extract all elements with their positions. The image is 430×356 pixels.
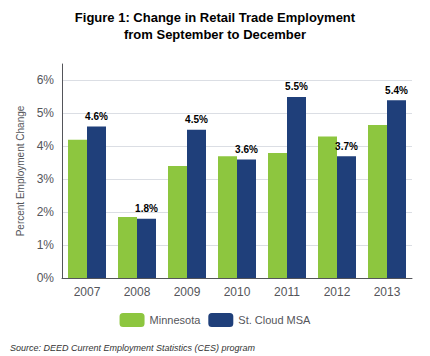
svg-text:2009: 2009	[174, 285, 201, 299]
svg-text:3.6%: 3.6%	[235, 144, 258, 155]
svg-text:2%: 2%	[37, 205, 55, 219]
svg-text:5.4%: 5.4%	[385, 85, 408, 96]
svg-text:Source: DEED Current Employmen: Source: DEED Current Employment Statisti…	[10, 343, 256, 353]
svg-text:1.8%: 1.8%	[135, 203, 158, 214]
svg-text:2008: 2008	[124, 285, 151, 299]
svg-text:2007: 2007	[74, 285, 101, 299]
svg-text:Figure 1: Change in Retail Tra: Figure 1: Change in Retail Trade Employm…	[75, 10, 356, 25]
svg-text:4.5%: 4.5%	[185, 114, 208, 125]
svg-text:St. Cloud MSA: St. Cloud MSA	[238, 314, 311, 326]
svg-text:6%: 6%	[37, 73, 55, 87]
svg-text:from September to December: from September to December	[124, 27, 306, 42]
svg-text:2010: 2010	[224, 285, 251, 299]
svg-text:Percent Employment Change: Percent Employment Change	[15, 105, 26, 236]
svg-text:0%: 0%	[37, 271, 55, 285]
svg-text:4.6%: 4.6%	[85, 111, 108, 122]
svg-text:5.5%: 5.5%	[285, 81, 308, 92]
svg-text:3.7%: 3.7%	[335, 141, 358, 152]
svg-text:1%: 1%	[37, 238, 55, 252]
svg-text:2011: 2011	[274, 285, 300, 299]
svg-text:3%: 3%	[37, 172, 55, 186]
svg-text:5%: 5%	[37, 106, 55, 120]
svg-text:2012: 2012	[324, 285, 351, 299]
svg-text:Minnesota: Minnesota	[150, 314, 202, 326]
svg-text:4%: 4%	[37, 139, 55, 153]
svg-text:2013: 2013	[374, 285, 401, 299]
